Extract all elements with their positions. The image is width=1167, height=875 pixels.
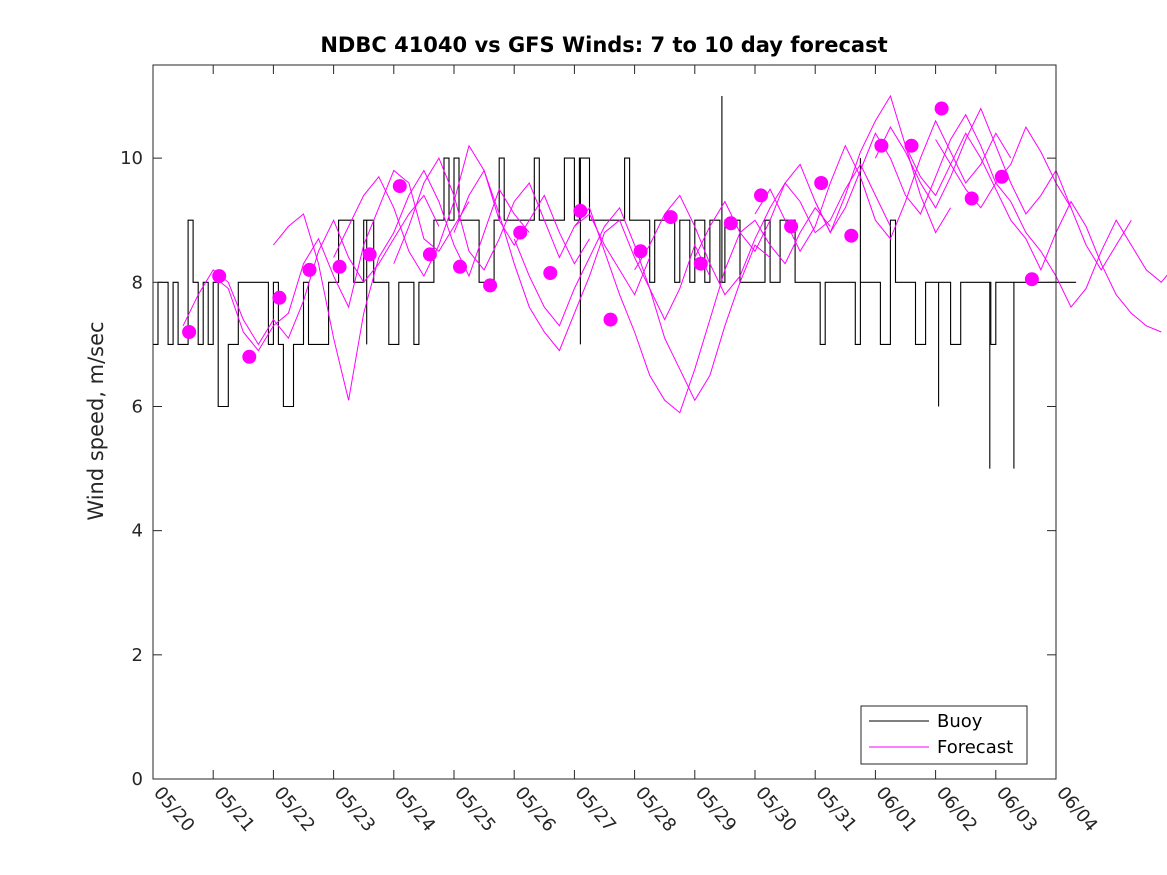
forecast-marker xyxy=(603,312,618,327)
forecast-marker xyxy=(362,247,377,262)
forecast-marker xyxy=(723,216,738,231)
forecast-run-line xyxy=(754,119,1012,253)
forecast-marker xyxy=(784,219,799,234)
forecast-run-line xyxy=(814,113,1072,234)
forecast-marker xyxy=(934,101,949,116)
forecast-marker xyxy=(693,256,708,271)
chart-title: NDBC 41040 vs GFS Winds: 7 to 10 day for… xyxy=(320,33,887,57)
forecast-marker xyxy=(1024,272,1039,287)
forecast-marker xyxy=(513,225,528,240)
forecast-run-line xyxy=(393,156,651,296)
forecast-run-line xyxy=(574,206,831,414)
forecast-marker xyxy=(994,169,1009,184)
legend-box xyxy=(860,705,1028,765)
forecast-marker xyxy=(182,325,197,339)
forecast-run-line xyxy=(212,169,470,352)
forecast-marker xyxy=(242,349,257,364)
forecast-run-line xyxy=(634,163,891,296)
y-axis-label: Wind speed, m/sec xyxy=(84,321,108,520)
forecast-run-line xyxy=(333,144,590,278)
y-tick-label: 4 xyxy=(132,521,143,542)
forecast-marker xyxy=(964,191,979,206)
forecast-run-line xyxy=(453,169,711,352)
forecast-marker xyxy=(483,278,498,293)
legend: Buoy Forecast xyxy=(860,705,1028,765)
plot-area xyxy=(153,94,1167,469)
forecast-marker xyxy=(573,203,588,218)
y-tick-label: 8 xyxy=(132,272,143,293)
forecast-marker xyxy=(332,259,347,274)
forecast-run-line xyxy=(874,107,1132,271)
forecast-marker xyxy=(814,176,829,190)
forecast-marker xyxy=(453,259,467,274)
forecast-marker xyxy=(422,247,437,262)
forecast-run-line xyxy=(273,169,530,401)
forecast-marker xyxy=(874,138,889,153)
forecast-run-line xyxy=(513,206,771,402)
y-tick-label: 2 xyxy=(132,645,143,666)
y-tick-label: 10 xyxy=(120,148,143,169)
forecast-marker xyxy=(844,228,859,243)
y-tick-label: 6 xyxy=(132,396,143,417)
forecast-marker xyxy=(392,179,407,194)
buoy-series-line xyxy=(153,157,1077,408)
y-tick-label: 0 xyxy=(132,769,143,790)
forecast-marker xyxy=(302,262,317,277)
forecast-marker xyxy=(663,210,678,225)
legend-label-forecast: Forecast xyxy=(937,737,1013,758)
forecast-run-line xyxy=(905,132,1162,333)
forecast-marker xyxy=(633,244,648,259)
forecast-marker xyxy=(212,269,227,284)
axes-box xyxy=(152,64,1057,780)
forecast-run-line xyxy=(935,139,1167,309)
forecast-marker xyxy=(904,138,919,153)
forecast-marker xyxy=(272,290,287,305)
forecast-marker xyxy=(754,188,768,203)
legend-label-buoy: Buoy xyxy=(937,711,983,732)
forecast-marker xyxy=(543,266,558,280)
